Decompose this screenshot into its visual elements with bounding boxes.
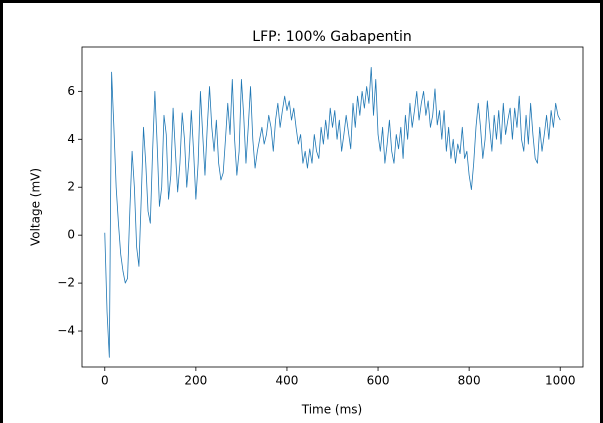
x-tick-label: 600 (367, 374, 390, 388)
y-tick-label: 2 (67, 180, 75, 194)
data-line (104, 66, 561, 358)
x-tick-label: 200 (184, 374, 207, 388)
x-tick-label: 800 (458, 374, 481, 388)
x-tick-label: 400 (276, 374, 299, 388)
y-tick-label: 4 (67, 132, 75, 146)
y-axis-label: Voltage (mV) (29, 168, 43, 246)
y-tick-label: −2 (57, 276, 75, 290)
x-axis-label: Time (ms) (301, 403, 363, 417)
plot-frame (81, 46, 584, 368)
x-tick-label: 0 (101, 374, 109, 388)
y-tick-label: 6 (67, 84, 75, 98)
chart-title: LFP: 100% Gabapentin (252, 29, 411, 45)
x-tick-label: 1000 (545, 374, 576, 388)
y-tick-label: 0 (67, 228, 75, 242)
y-tick-label: −4 (57, 324, 75, 338)
